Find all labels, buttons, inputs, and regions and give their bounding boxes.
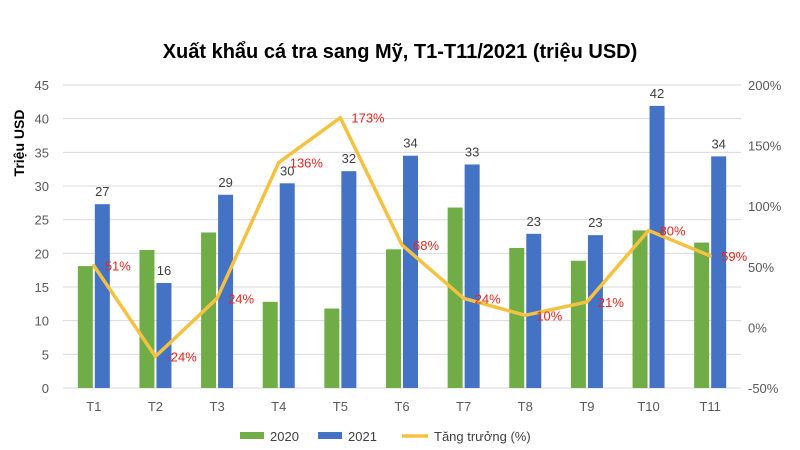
growth-label: 136%	[290, 156, 324, 171]
growth-label: 24%	[475, 291, 501, 306]
growth-point	[277, 161, 281, 165]
y-tick-label: 15	[35, 280, 49, 295]
bar-2021-label: 23	[527, 214, 541, 229]
bar-2021	[711, 156, 727, 388]
y-tick-label: 0	[42, 381, 49, 396]
y2-tick-label: 0%	[748, 320, 767, 335]
bar-2020	[509, 247, 525, 388]
bar-2020	[386, 249, 401, 388]
y-tick-label: 35	[35, 145, 49, 160]
bar-2021	[403, 155, 418, 388]
data-labels: 27 16 29 30 32 34 33 23 23 42 34 51% -24% 24% 136% 173%…	[95, 86, 748, 365]
legend-label: Tăng trưởng (%)	[434, 429, 531, 444]
growth-point	[708, 254, 712, 258]
growth-point	[462, 296, 466, 300]
y-tick-label: 40	[35, 112, 49, 127]
x-tick-label: T9	[579, 399, 594, 414]
legend: 2020 2021 Tăng trưởng (%)	[240, 429, 531, 444]
bar-2021-label: 32	[342, 151, 356, 166]
bar-2021-label: 34	[403, 136, 417, 151]
x-tick-label: T7	[456, 399, 471, 414]
legend-label: 2020	[270, 429, 299, 444]
bar-2021	[156, 282, 172, 388]
bar-2021	[341, 171, 357, 388]
growth-label: 10%	[536, 308, 562, 323]
bar-2020	[447, 207, 463, 388]
bar-2020	[139, 249, 155, 388]
bar-2021	[587, 235, 603, 388]
bars	[77, 105, 727, 388]
y-tick-label: 10	[35, 314, 49, 329]
bar-2021	[94, 204, 110, 388]
bar-2020	[77, 266, 93, 388]
bar-2021-label: 16	[157, 263, 171, 278]
growth-point	[647, 228, 651, 232]
growth-label: 68%	[413, 238, 439, 253]
x-tick-label: T1	[86, 399, 101, 414]
bar-2020	[694, 242, 710, 388]
growth-label: -24%	[166, 349, 197, 364]
y-tick-label: 45	[35, 78, 49, 93]
growth-point	[92, 264, 96, 268]
x-tick-label: T11	[699, 399, 720, 414]
y-axis-title: Triệu USD	[11, 110, 27, 177]
bar-2020	[324, 308, 340, 388]
x-tick-label: T3	[210, 399, 225, 414]
x-tick-label: T10	[637, 399, 659, 414]
growth-label: 51%	[105, 259, 131, 274]
growth-label: 173%	[351, 111, 385, 126]
bar-2020	[632, 230, 648, 388]
y2-tick-label: 150%	[748, 139, 782, 154]
x-tick-label: T8	[518, 399, 533, 414]
legend-swatch	[318, 432, 342, 439]
bar-2021	[279, 183, 295, 388]
bar-2021-label: 29	[218, 175, 232, 190]
x-tick-label: T4	[271, 399, 286, 414]
y2-tick-label: 50%	[748, 260, 774, 275]
legend-swatch	[240, 432, 264, 439]
growth-label: 24%	[228, 291, 254, 306]
bar-2021	[218, 194, 234, 388]
axes: 0 5 10 15 20 25 30 35 40 45 -50% 0% 50% 100% 150% 200% T…	[35, 78, 782, 414]
bar-2020	[201, 232, 217, 388]
growth-line-layer	[92, 115, 712, 359]
growth-point	[523, 313, 527, 317]
y-tick-label: 30	[35, 179, 49, 194]
bar-2021	[464, 164, 480, 388]
bar-2021-label: 33	[465, 144, 479, 159]
growth-point	[153, 354, 157, 358]
bar-2021-label: 27	[95, 184, 109, 199]
x-tick-label: T5	[333, 399, 348, 414]
bar-2021-label: 42	[650, 86, 664, 101]
growth-label: 59%	[721, 249, 747, 264]
bar-2021-label: 34	[711, 136, 725, 151]
growth-point	[400, 243, 404, 247]
y2-tick-label: 200%	[748, 78, 782, 93]
legend-label: 2021	[348, 429, 377, 444]
growth-point	[585, 300, 589, 304]
gridlines	[63, 84, 741, 389]
bar-2021	[526, 233, 542, 388]
x-tick-label: T6	[394, 399, 409, 414]
bar-2021	[649, 105, 665, 388]
y-tick-label: 5	[42, 347, 49, 362]
x-tick-label: T2	[148, 399, 163, 414]
y-tick-label: 25	[35, 213, 49, 228]
y-tick-label: 20	[35, 246, 49, 261]
bar-2020	[570, 260, 586, 388]
growth-point	[338, 116, 342, 120]
bar-2021-label: 23	[588, 215, 602, 230]
y2-tick-label: -50%	[748, 381, 779, 396]
growth-label: 21%	[598, 295, 624, 310]
bar-2020	[262, 301, 278, 388]
chart-title: Xuất khẩu cá tra sang Mỹ, T1-T11/2021 (t…	[163, 41, 638, 63]
growth-point	[215, 296, 219, 300]
bar-2021-label: 30	[280, 163, 294, 178]
y2-tick-label: 100%	[748, 199, 782, 214]
growth-label: 80%	[660, 223, 686, 238]
